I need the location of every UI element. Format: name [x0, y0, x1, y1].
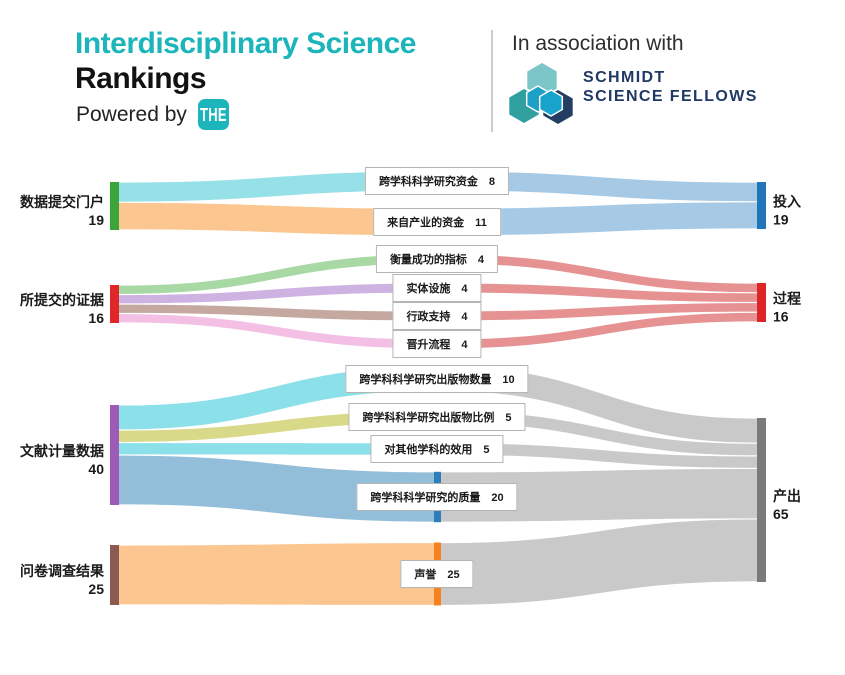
association-label: In association with: [512, 32, 684, 55]
source-label-biblio: 文献计量数据: [20, 443, 104, 459]
partner-name-line2: SCIENCE FELLOWS: [583, 87, 758, 105]
source-node-survey: [110, 545, 119, 605]
target-label-output: 产出: [773, 488, 801, 504]
flow-left-5: [119, 314, 434, 349]
target-node-process: [757, 283, 766, 322]
source-node-portal: [110, 182, 119, 230]
mid-node-0: [434, 170, 441, 192]
header-divider: [491, 30, 493, 132]
the-logo-badge: THE: [197, 99, 229, 130]
partner-name: SCHMIDT SCIENCE FELLOWS: [583, 69, 758, 107]
schmidt-hexagons-icon: [509, 63, 573, 124]
flow-right-9: [441, 469, 757, 522]
mid-node-7: [434, 410, 441, 424]
flow-right-2: [441, 254, 757, 293]
flow-left-0: [119, 171, 434, 202]
flow-right-5: [441, 312, 757, 349]
flow-right-10: [441, 519, 757, 605]
target-node-input: [757, 182, 766, 229]
flow-left-1: [119, 202, 434, 236]
target-node-output: [757, 418, 766, 582]
mid-node-3: [434, 282, 441, 294]
flow-left-9: [119, 455, 434, 522]
source-value-evidence: 16: [88, 310, 104, 326]
mid-node-5: [434, 338, 441, 350]
flow-left-8: [119, 443, 434, 455]
source-value-survey: 25: [88, 581, 104, 597]
page-title-line1: Interdisciplinary Science: [75, 27, 416, 60]
mid-node-2: [434, 253, 441, 265]
source-value-biblio: 40: [88, 461, 104, 477]
flow-left-2: [119, 254, 434, 294]
source-node-biblio: [110, 405, 119, 505]
flow-right-8: [441, 443, 757, 468]
flow-right-3: [441, 283, 757, 302]
powered-by-label: Powered by: [76, 102, 187, 126]
mid-node-8: [434, 442, 441, 456]
mid-node-1: [434, 208, 441, 236]
flow-left-10: [119, 543, 434, 605]
target-value-input: 19: [773, 212, 789, 228]
flow-right-4: [441, 303, 757, 321]
flow-right-1: [441, 202, 757, 236]
source-label-portal: 数据提交门户: [20, 194, 104, 210]
target-value-process: 16: [773, 309, 789, 325]
source-node-evidence: [110, 285, 119, 323]
flow-left-4: [119, 304, 434, 321]
mid-node-10: [434, 542, 441, 606]
target-label-process: 过程: [773, 291, 801, 307]
mid-node-9: [434, 471, 441, 523]
source-label-evidence: 所提交的证据: [20, 292, 104, 308]
mid-node-6: [434, 366, 441, 392]
powered-by-row: Powered by THE: [76, 99, 229, 130]
source-label-survey: 问卷调查结果: [20, 563, 105, 579]
source-value-portal: 19: [88, 212, 104, 228]
the-logo-text: THE: [199, 103, 227, 126]
target-label-input: 投入: [773, 194, 801, 210]
partner-name-line1: SCHMIDT: [583, 69, 666, 86]
flow-left-3: [119, 283, 434, 304]
mid-node-4: [434, 310, 441, 322]
target-value-output: 65: [773, 506, 789, 522]
page-title-line2: Rankings: [75, 62, 207, 95]
flow-right-0: [441, 171, 757, 202]
